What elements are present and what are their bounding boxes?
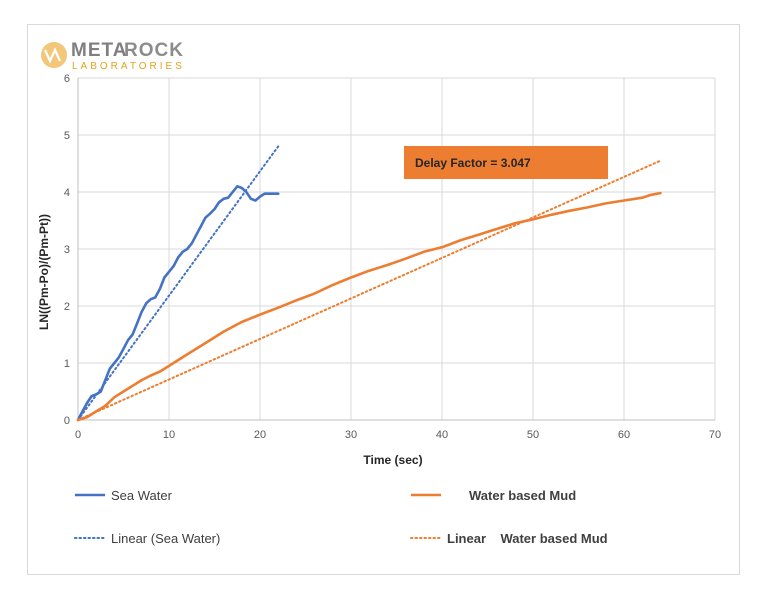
legend-label-linear-water-based-mud: Linear Water based Mud [447,531,608,546]
delay-factor-label: Delay Factor = 3.047 [415,156,531,170]
logo-word-right: ROCK [124,40,184,61]
y-tick-label: 6 [64,73,70,85]
series-line-linear-sea-water [77,145,280,421]
series-line-water-based-mud [76,191,662,422]
x-tick-label: 40 [436,429,448,441]
grid [78,77,716,420]
logo-circle-icon [41,42,67,68]
y-tick-label: 4 [64,187,70,199]
logo-subtitle: LABORATORIES [72,61,185,72]
chart-frame: META ROCK LABORATORIES 0 1 2 3 4 5 6 0 10 20 30 40… [27,24,740,575]
x-tick-label: 20 [254,429,266,441]
x-axis-title: Time (sec) [363,453,422,467]
logo: META ROCK LABORATORIES [41,40,185,72]
y-tick-label: 1 [64,358,70,370]
series-line-linear-water-based-mud [77,159,662,421]
legend: Sea Water Water based Mud Linear (Sea Wa… [74,488,608,546]
delay-factor-box [404,146,608,179]
x-tick-label: 0 [75,429,81,441]
y-tick-label: 5 [64,130,70,142]
logo-word-left: META [71,40,127,61]
series-lines [76,145,662,422]
legend-label-sea-water: Sea Water [111,488,173,503]
y-tick-label: 0 [64,415,70,427]
y-tick-label: 3 [64,244,70,256]
x-tick-label: 60 [618,429,630,441]
logo-mark-icon [43,47,62,64]
series-line-sea-water [76,185,280,422]
x-tick-labels: 0 10 20 30 40 50 60 70 [75,429,721,441]
y-tick-labels: 0 1 2 3 4 5 6 [64,73,70,427]
chart-svg: META ROCK LABORATORIES 0 1 2 3 4 5 6 0 10 20 30 40… [37,40,721,546]
delay-factor-annotation: Delay Factor = 3.047 [404,146,608,179]
x-tick-label: 70 [709,429,721,441]
x-tick-label: 30 [345,429,357,441]
legend-label-linear-sea-water: Linear (Sea Water) [111,531,220,546]
axes [77,78,715,421]
legend-label-water-based-mud: Water based Mud [469,488,576,503]
y-tick-label: 2 [64,301,70,313]
y-axis-title: LN((Pm-Po)/(Pm-Pt)) [37,214,51,330]
x-tick-label: 10 [163,429,175,441]
x-tick-label: 50 [527,429,539,441]
